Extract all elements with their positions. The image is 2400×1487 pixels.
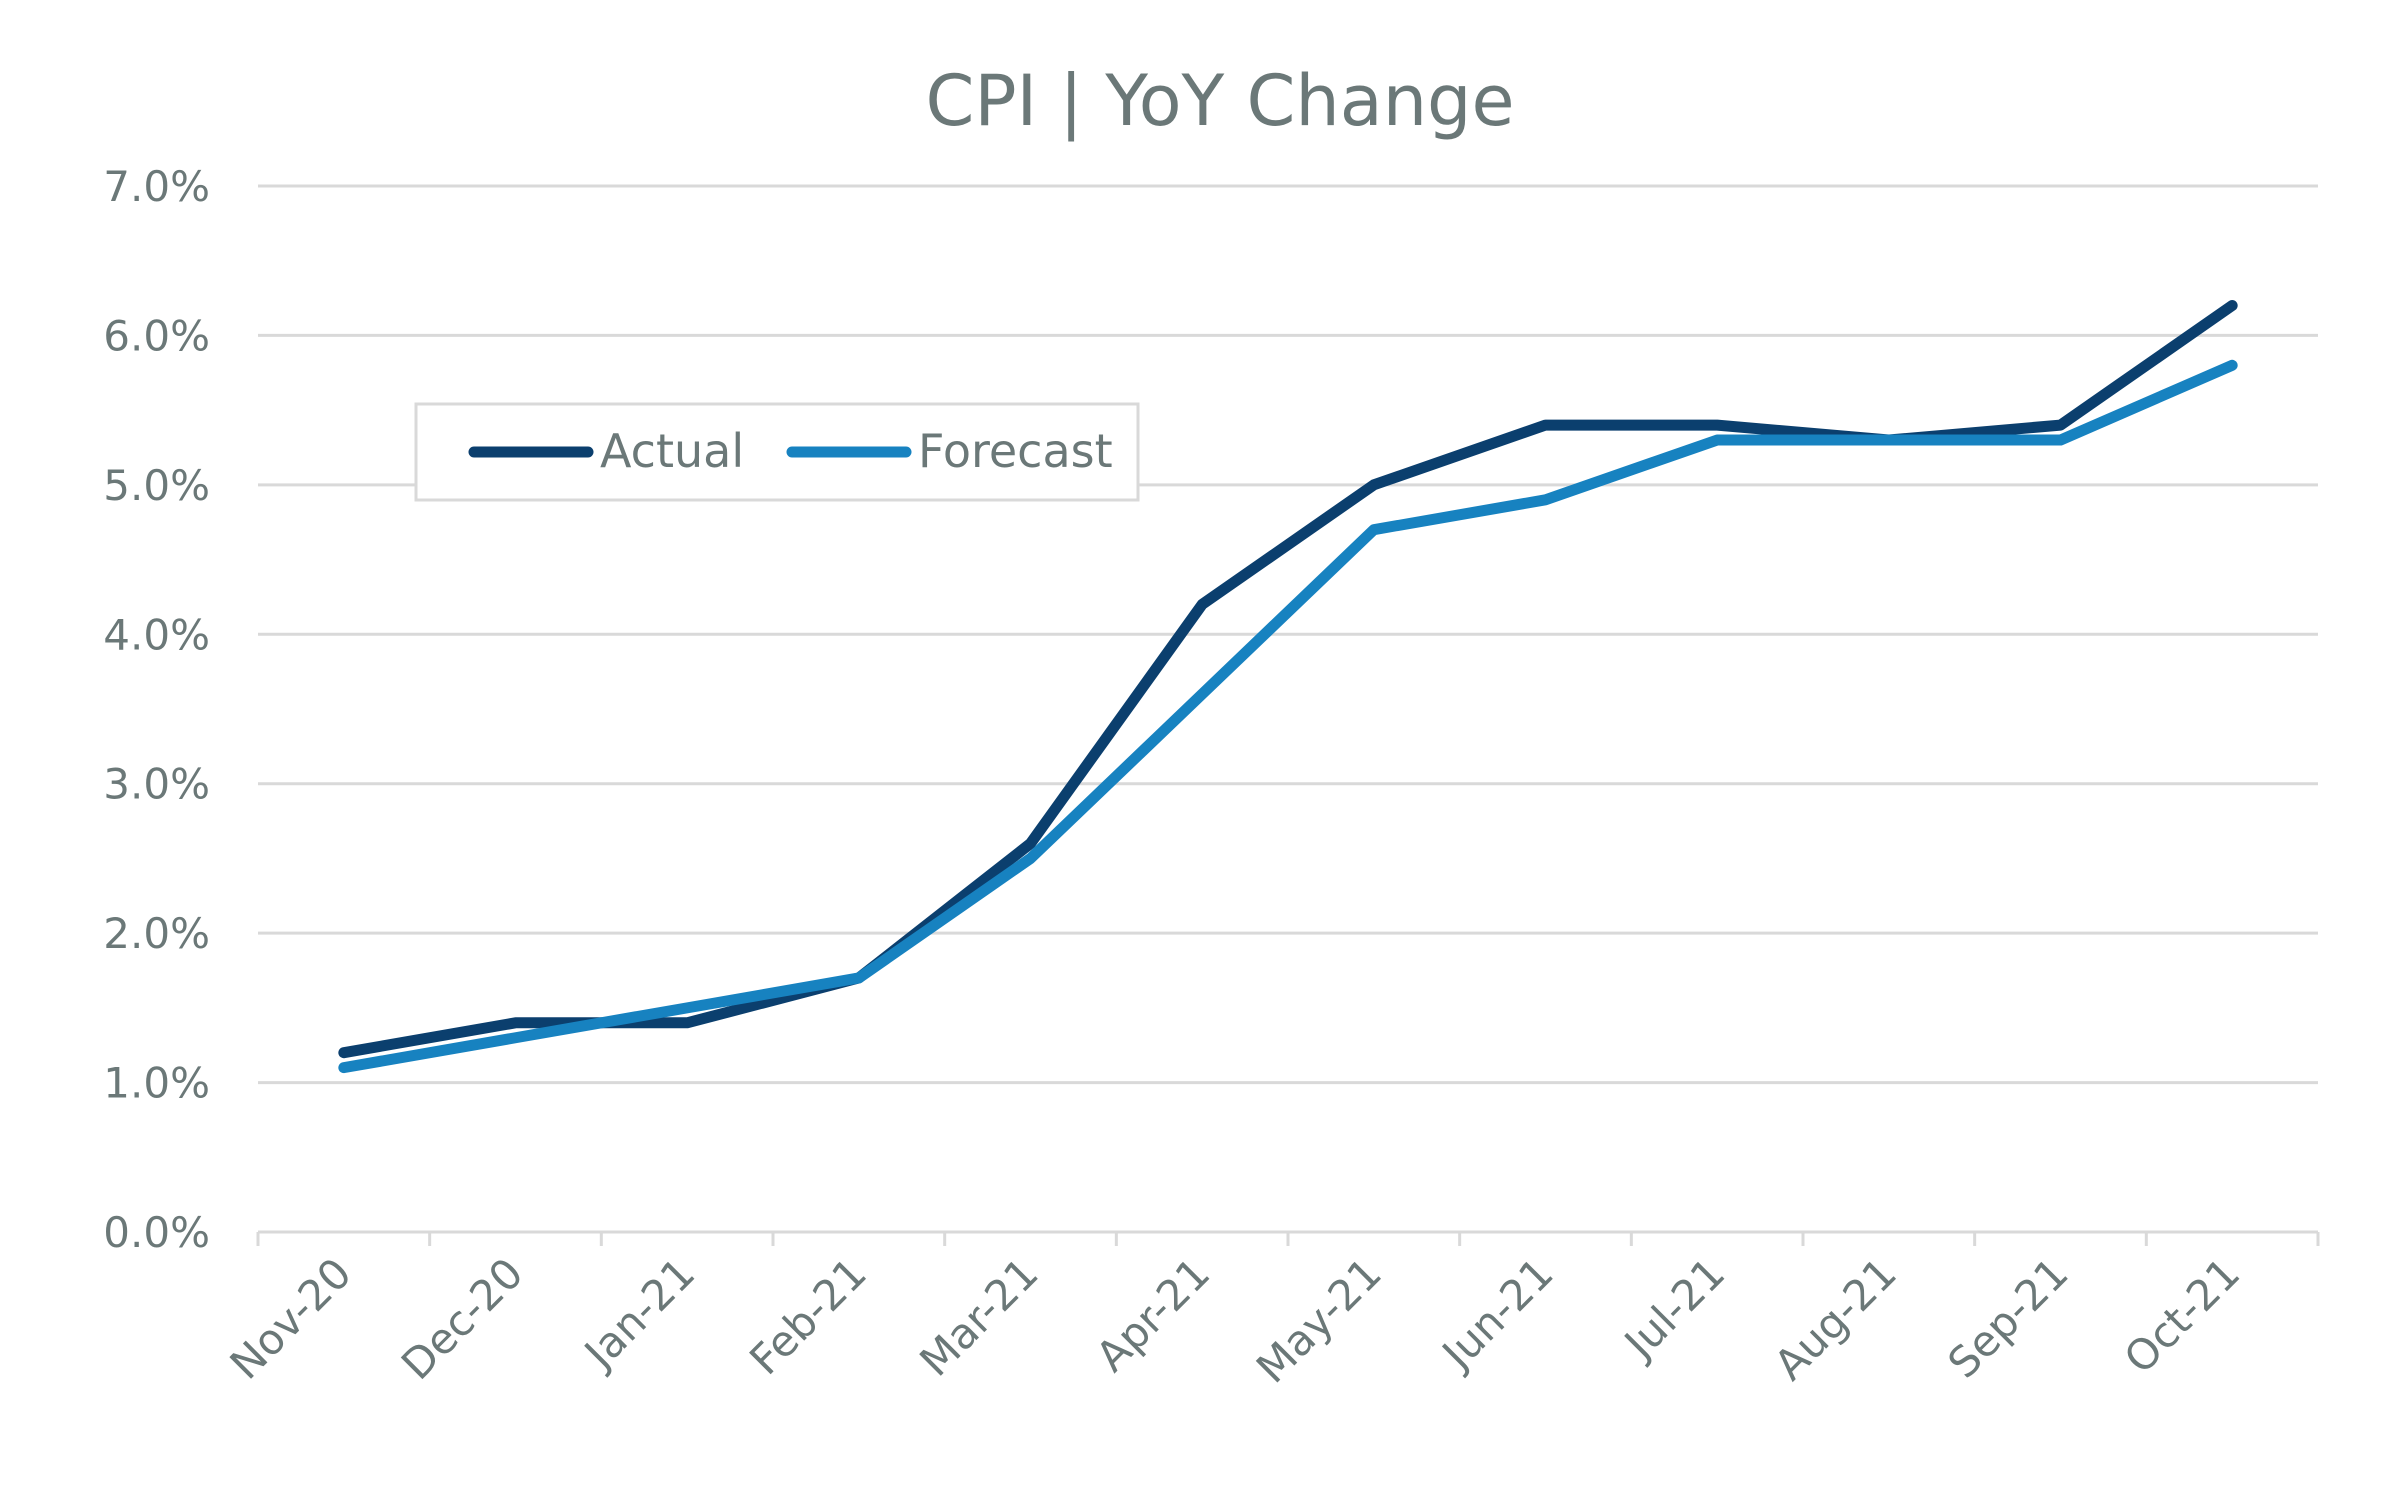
y-axis-ticks: 0.0% 1.0% 2.0% 3.0% 4.0% 5.0% 6.0% 7.0% [103, 162, 210, 1257]
x-tick-label: May-21 [1247, 1248, 1391, 1392]
y-tick-label: 1.0% [103, 1059, 210, 1108]
y-tick-label: 3.0% [103, 760, 210, 809]
x-tick-label: Dec-20 [392, 1248, 533, 1389]
series-line-forecast [338, 359, 2238, 1074]
x-tick-label: Apr-21 [1087, 1248, 1220, 1381]
legend-label-actual: Actual [600, 424, 744, 478]
gridlines [258, 184, 2318, 1085]
x-tick-label: Jan-21 [573, 1248, 704, 1379]
x-tick-label: Mar-21 [910, 1248, 1047, 1385]
y-tick-label: 6.0% [103, 311, 210, 360]
y-tick-label: 7.0% [103, 162, 210, 211]
y-tick-label: 2.0% [103, 909, 210, 958]
x-tick-label: Jun-21 [1431, 1248, 1563, 1380]
legend-label-forecast: Forecast [918, 424, 1113, 478]
series-lines [338, 300, 2238, 1074]
x-tick-label: Aug-21 [1765, 1248, 1906, 1389]
chart-title: CPI | YoY Change [925, 60, 1514, 142]
x-tick-label: Feb-21 [740, 1248, 876, 1384]
x-axis [256, 1230, 2320, 1246]
y-tick-label: 0.0% [103, 1208, 210, 1257]
y-tick-label: 5.0% [103, 461, 210, 510]
x-tick-label: Jul-21 [1613, 1248, 1734, 1369]
x-axis-ticks: Nov-20 Dec-20 Jan-21 Feb-21 Mar-21 Apr-21 May-… [221, 1248, 2250, 1392]
y-tick-label: 4.0% [103, 610, 210, 659]
x-tick-label: Sep-21 [1938, 1248, 2077, 1387]
x-tick-label: Oct-21 [2115, 1248, 2250, 1383]
legend: Actual Forecast [414, 402, 1140, 502]
x-tick-label: Nov-20 [221, 1248, 361, 1388]
